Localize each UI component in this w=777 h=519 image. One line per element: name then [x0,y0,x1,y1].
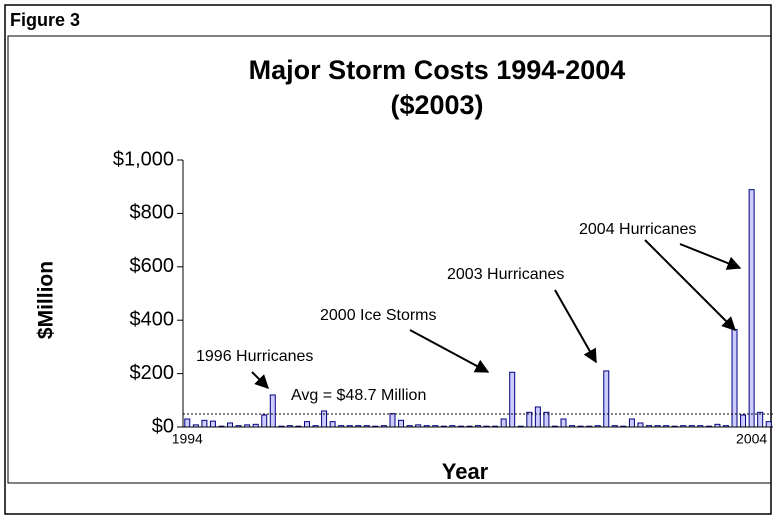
annotation-arrow [251,371,269,389]
annotation: 1996 Hurricanes [196,348,313,365]
chart-title: Major Storm Costs 1994-2004 [249,55,626,85]
bar [526,411,533,428]
bar [560,418,567,428]
x-axis-label: Year [442,459,489,484]
annotation-arrow [644,239,736,331]
y-tick-label: $0 [152,415,174,437]
annotation: 2003 Hurricanes [447,266,564,283]
chart-area [7,35,772,484]
bar [534,406,541,428]
figure-label: Figure 3 [10,10,80,30]
annotation-arrow [409,329,490,373]
bar [740,414,747,428]
annotation-arrow [679,243,742,270]
chart-subtitle: ($2003) [390,90,483,120]
frame [4,4,772,515]
y-tick-label: $600 [130,255,175,277]
bar [731,329,738,428]
bar [303,421,310,428]
bar [637,422,644,428]
bar [329,421,336,428]
bar [269,394,276,428]
y-axis-label: $Million [35,261,58,339]
annotation: 2004 Hurricanes [579,221,696,238]
y-tick-label: $800 [130,202,175,224]
bar [321,410,328,428]
bar [757,411,764,428]
x-tick-label: 1994 [172,431,203,447]
bar [509,371,516,428]
y-tick-label: $400 [130,308,175,330]
y-tick-label: $200 [130,362,175,384]
x-tick-label: 2004 [736,431,767,447]
bar [543,411,550,428]
bar [603,370,610,428]
annotation: 2000 Ice Storms [320,307,437,324]
bar [765,421,772,428]
bar [209,420,216,428]
y-tick-label: $1,000 [113,148,174,170]
average-label: Avg = $48.7 Million [291,387,426,404]
bar [389,413,396,428]
bar [628,418,635,428]
annotation-arrow [554,289,597,364]
bar [201,419,208,428]
bar [184,418,191,428]
bar [500,418,507,428]
bar [748,189,755,428]
bar [261,414,268,428]
bar [227,422,234,428]
bar [398,419,405,428]
